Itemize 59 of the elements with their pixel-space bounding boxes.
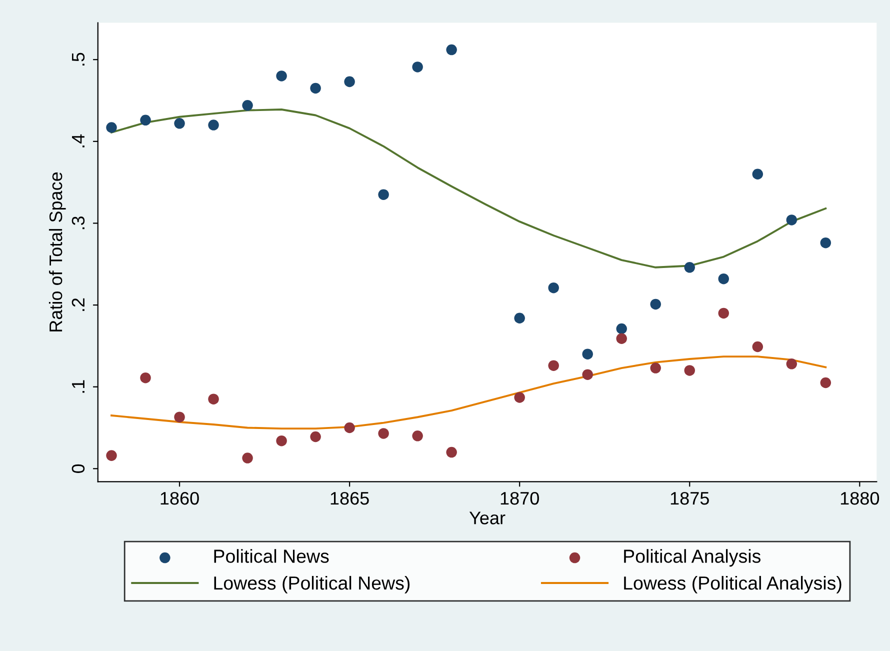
x-tick-label: 1875 <box>670 492 709 505</box>
point <box>140 114 151 126</box>
legend-label: Political News <box>214 549 329 563</box>
y-tick-label: .5 <box>72 52 85 66</box>
point <box>378 189 389 200</box>
point <box>344 422 355 434</box>
point <box>276 70 287 82</box>
point <box>276 435 287 446</box>
point <box>616 323 627 334</box>
point <box>412 62 423 72</box>
point <box>106 122 117 133</box>
point <box>582 348 593 360</box>
y-axis-title: Ratio of Total Space <box>48 172 66 332</box>
point <box>514 392 525 403</box>
point <box>548 282 559 294</box>
point <box>548 360 559 371</box>
legend-label: Lowess (Political News) <box>214 576 410 594</box>
y-tick-label: .2 <box>72 298 84 311</box>
point <box>820 377 832 388</box>
legend-label: Political Analysis <box>624 549 760 567</box>
point <box>718 273 729 284</box>
point <box>650 298 661 310</box>
point <box>786 214 798 226</box>
point <box>684 365 695 376</box>
point <box>752 341 764 352</box>
point <box>786 358 798 370</box>
point <box>684 262 695 273</box>
point <box>310 82 321 94</box>
point <box>310 431 321 442</box>
point <box>820 237 832 248</box>
point <box>446 446 457 458</box>
point <box>718 308 729 319</box>
point <box>242 452 253 464</box>
legend-label: Lowess (Political Analysis) <box>624 576 842 594</box>
point <box>242 100 253 111</box>
point <box>582 369 593 380</box>
point <box>446 44 457 56</box>
x-axis-title: Year <box>469 512 506 524</box>
point <box>412 430 423 442</box>
y-tick-label: 0 <box>72 464 85 473</box>
point <box>650 362 661 374</box>
point <box>106 450 117 461</box>
y-tick-label: .1 <box>72 380 84 393</box>
point <box>174 412 185 422</box>
point <box>344 76 355 88</box>
point <box>616 333 627 344</box>
x-tick-label: 1860 <box>160 492 199 505</box>
x-tick-label: 1870 <box>500 492 539 505</box>
x-tick-label: 1880 <box>840 492 880 505</box>
point <box>514 312 525 324</box>
point <box>208 120 219 130</box>
point <box>174 118 185 129</box>
y-tick-label: .3 <box>72 216 85 230</box>
point <box>140 372 151 384</box>
y-tick-label: .4 <box>72 134 84 148</box>
x-tick-label: 1865 <box>330 492 369 505</box>
point <box>752 168 764 180</box>
point <box>208 394 219 404</box>
point <box>378 428 389 439</box>
